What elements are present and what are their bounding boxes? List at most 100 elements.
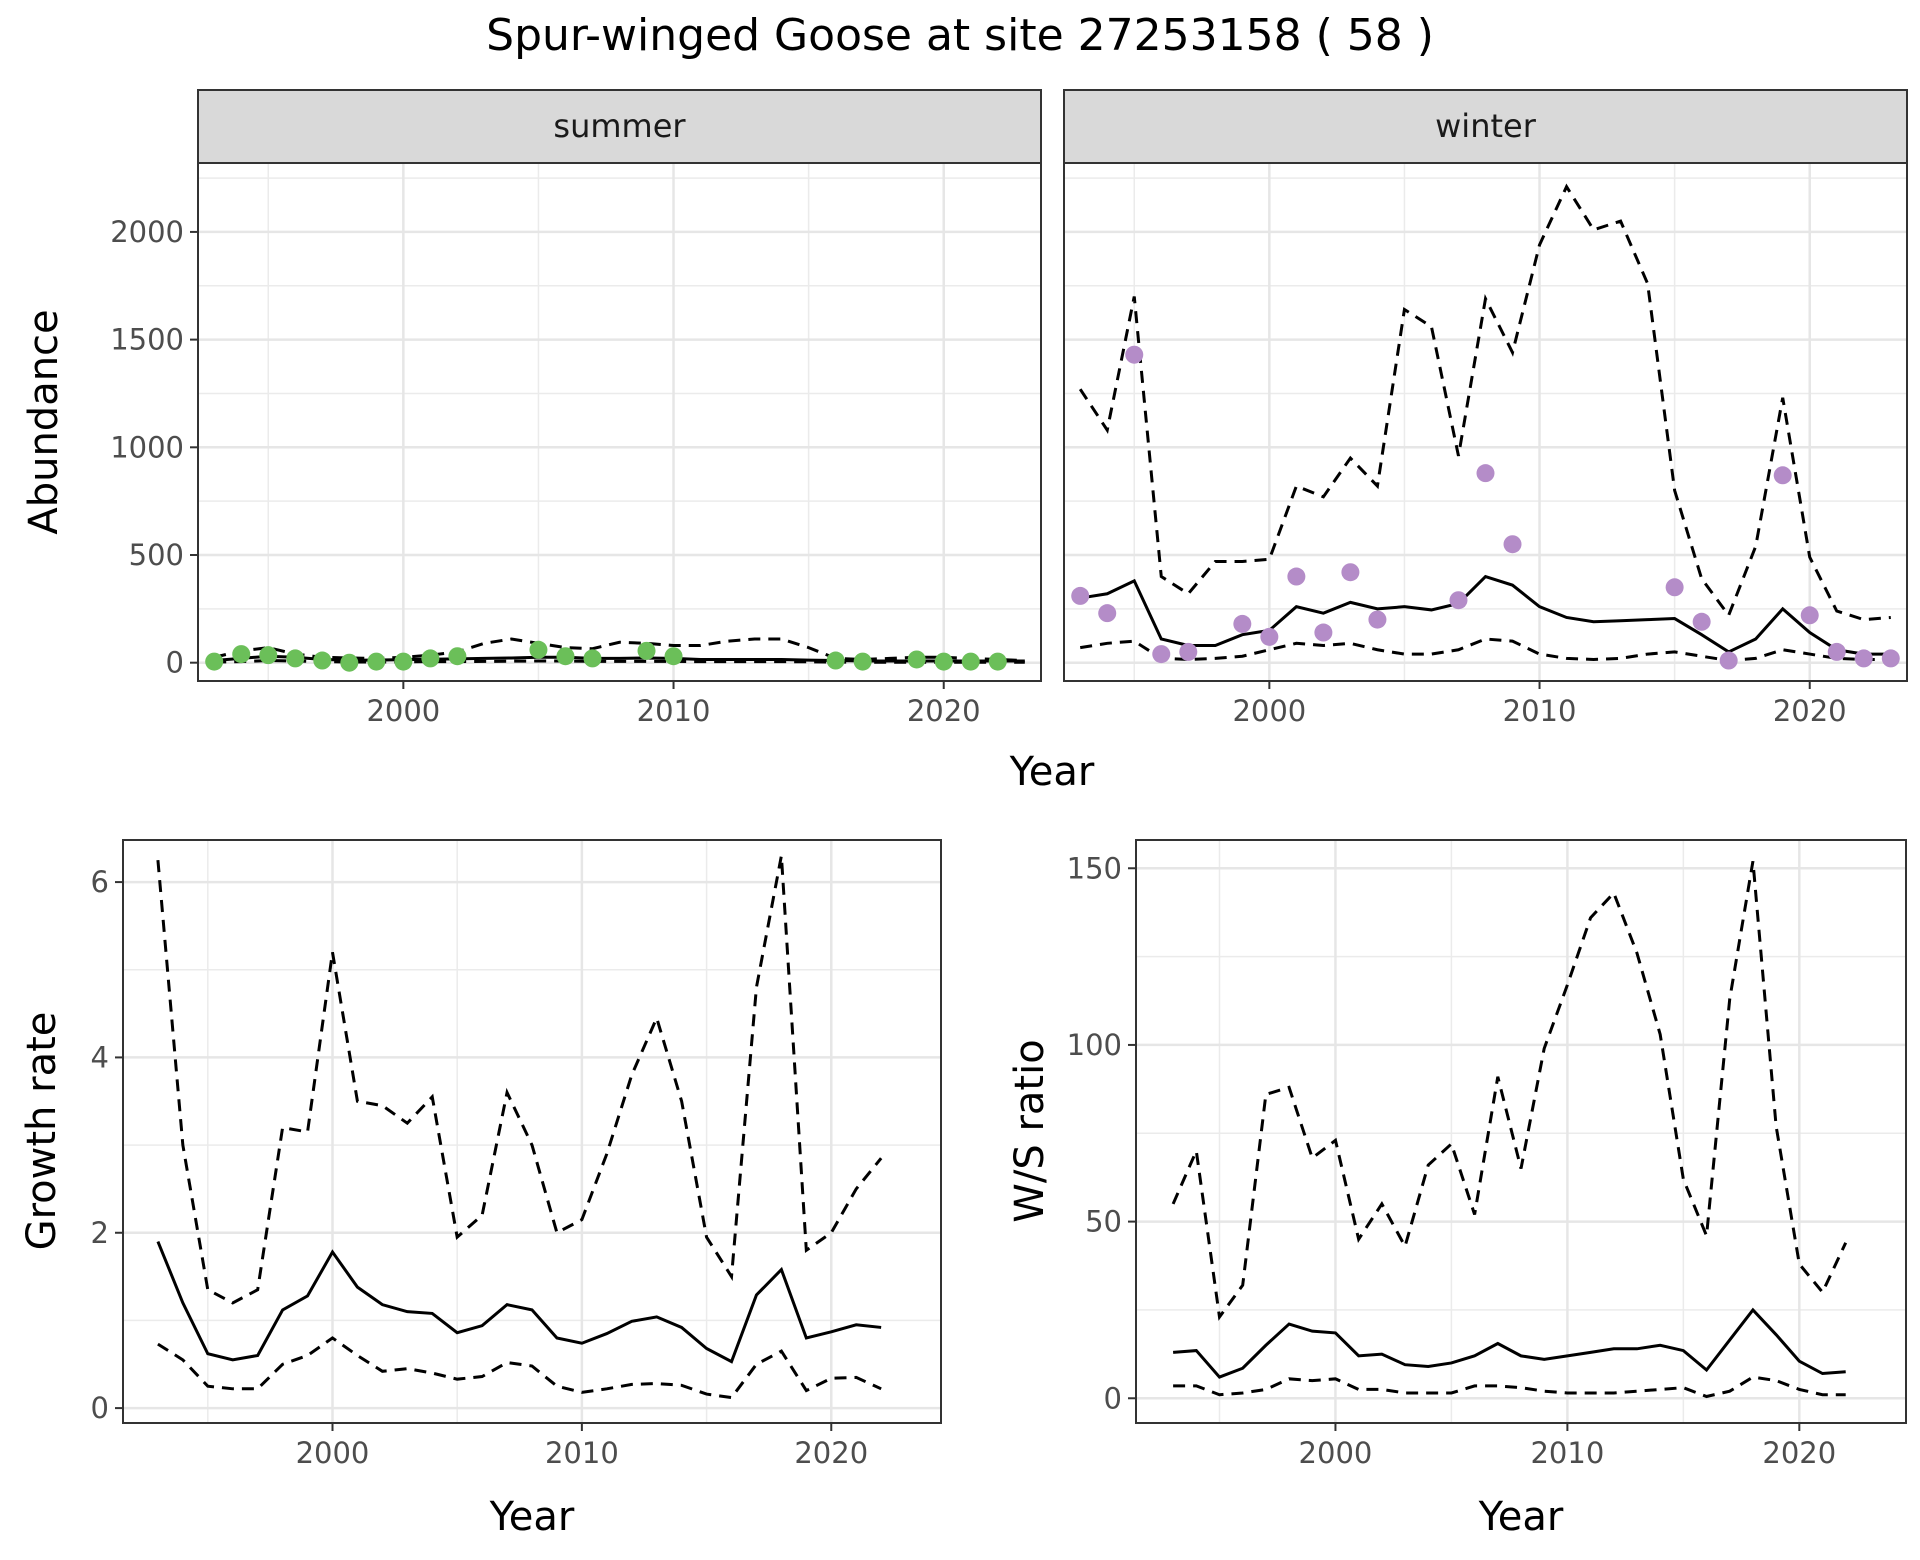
panel-border xyxy=(122,839,942,1424)
observed-count-point xyxy=(1098,604,1117,623)
observed-count-point xyxy=(286,649,305,668)
observed-count-point xyxy=(448,647,467,666)
observed-count-point xyxy=(1881,649,1900,668)
x-tick-label: 2020 xyxy=(1773,694,1847,728)
observed-count-point xyxy=(1071,586,1090,605)
observed-count-point xyxy=(1827,642,1846,661)
observed-count-point xyxy=(1287,567,1306,586)
observed-count-point xyxy=(205,652,224,671)
observed-count-point xyxy=(1260,627,1279,646)
summer-panel: 2000 2010 2020 0 500 1000 1500 2000 summer xyxy=(110,89,1042,728)
observed-count-point xyxy=(1800,606,1819,625)
observed-count-point xyxy=(232,645,251,664)
x-tick-label: 2000 xyxy=(1232,694,1306,728)
gridlines xyxy=(1064,163,1907,681)
y-tick-label: 150 xyxy=(1067,851,1122,885)
facet-strip xyxy=(1063,89,1908,164)
observed-count-point xyxy=(340,653,359,672)
x-tick-label: 2020 xyxy=(1762,1436,1836,1470)
mean-line xyxy=(1079,574,1891,656)
observed-count-point xyxy=(367,652,386,671)
lower-bound-line xyxy=(1173,1375,1846,1399)
y-tick-label: 500 xyxy=(129,538,184,572)
observed-count-point xyxy=(1125,345,1144,364)
observed-count-point xyxy=(826,651,845,670)
observed-count-point xyxy=(907,650,926,669)
observed-count-point xyxy=(1476,464,1495,483)
ratio-x-axis-title: Year xyxy=(1478,1494,1564,1540)
abundance-y-axis-title: Abundance xyxy=(21,309,67,534)
observed-count-point xyxy=(1368,610,1387,629)
abundance-x-axis-title: Year xyxy=(1009,749,1095,795)
observed-count-point xyxy=(988,652,1007,671)
observed-count-point xyxy=(934,652,953,671)
observed-count-point xyxy=(1449,591,1468,610)
facet-strip-label: summer xyxy=(553,107,686,145)
observed-count-point xyxy=(1152,645,1171,664)
winter-panel: 2000 2010 2020 winter xyxy=(1063,89,1908,728)
panel-background xyxy=(123,840,941,1423)
observed-count-point xyxy=(1341,563,1360,582)
x-tick-label: 2000 xyxy=(296,1436,370,1470)
observed-count-point xyxy=(313,651,332,670)
observed-count-point xyxy=(1773,466,1792,485)
y-tick-label: 1500 xyxy=(110,323,184,357)
x-tick-label: 2010 xyxy=(545,1436,619,1470)
mean-line xyxy=(1172,1307,1846,1379)
lower-bound-line xyxy=(214,659,1025,664)
panel-background xyxy=(1064,163,1907,681)
observed-count-point xyxy=(1665,578,1684,597)
growth-rate-panel: 2000 2010 2020 0 2 4 6 xyxy=(91,839,942,1470)
x-tick-label: 2000 xyxy=(366,694,440,728)
lower-bound-line xyxy=(157,1336,882,1400)
observed-count-point xyxy=(1314,623,1333,642)
y-tick-label: 1000 xyxy=(110,430,184,464)
observed-count-point xyxy=(1233,614,1252,633)
x-tick-label: 2020 xyxy=(907,694,981,728)
observed-count-point xyxy=(664,647,683,666)
observed-count-point xyxy=(421,649,440,668)
observed-count-point xyxy=(1692,612,1711,631)
observed-count-point xyxy=(529,640,548,659)
lower-bound-line xyxy=(1079,637,1891,663)
y-tick-label: 0 xyxy=(1104,1381,1122,1415)
x-tick-label: 2010 xyxy=(637,694,711,728)
y-tick-label: 6 xyxy=(91,865,109,899)
panel-border xyxy=(1135,839,1907,1424)
observed-count-point xyxy=(583,649,602,668)
x-tick-label: 2000 xyxy=(1299,1436,1373,1470)
upper-bound-line xyxy=(213,637,1025,663)
mean-line xyxy=(156,1240,882,1364)
ratio-y-axis-title: W/S ratio xyxy=(1007,1039,1053,1222)
gridlines xyxy=(1136,840,1906,1423)
observed-count-point xyxy=(1854,649,1873,668)
observed-count-point xyxy=(853,652,872,671)
y-tick-label: 2 xyxy=(91,1216,109,1250)
growth-y-axis-title: Growth rate xyxy=(19,1012,65,1251)
ws-ratio-panel: 2000 2010 2020 0 50 100 150 xyxy=(1067,839,1907,1470)
panel-background xyxy=(1136,840,1906,1423)
x-tick-label: 2010 xyxy=(1503,694,1577,728)
y-tick-label: 0 xyxy=(91,1391,109,1425)
facet-strip-label: winter xyxy=(1435,107,1537,145)
y-tick-label: 50 xyxy=(1085,1205,1122,1239)
y-tick-label: 0 xyxy=(166,646,184,680)
observed-count-point xyxy=(556,647,575,666)
observed-count-point xyxy=(1179,642,1198,661)
y-tick-label: 100 xyxy=(1067,1028,1122,1062)
observed-count-point xyxy=(961,652,980,671)
observed-count-point xyxy=(637,641,656,660)
x-tick-label: 2010 xyxy=(1530,1436,1604,1470)
facet-strip xyxy=(197,89,1042,164)
observed-count-point xyxy=(259,646,278,665)
observed-count-point xyxy=(1503,535,1522,554)
observed-count-point xyxy=(1719,651,1738,670)
upper-bound-line xyxy=(1078,183,1891,622)
x-tick-label: 2020 xyxy=(794,1436,868,1470)
upper-bound-line xyxy=(156,855,883,1305)
observed-count-point xyxy=(394,652,413,671)
panel-background xyxy=(198,163,1041,681)
y-tick-label: 2000 xyxy=(110,215,184,249)
